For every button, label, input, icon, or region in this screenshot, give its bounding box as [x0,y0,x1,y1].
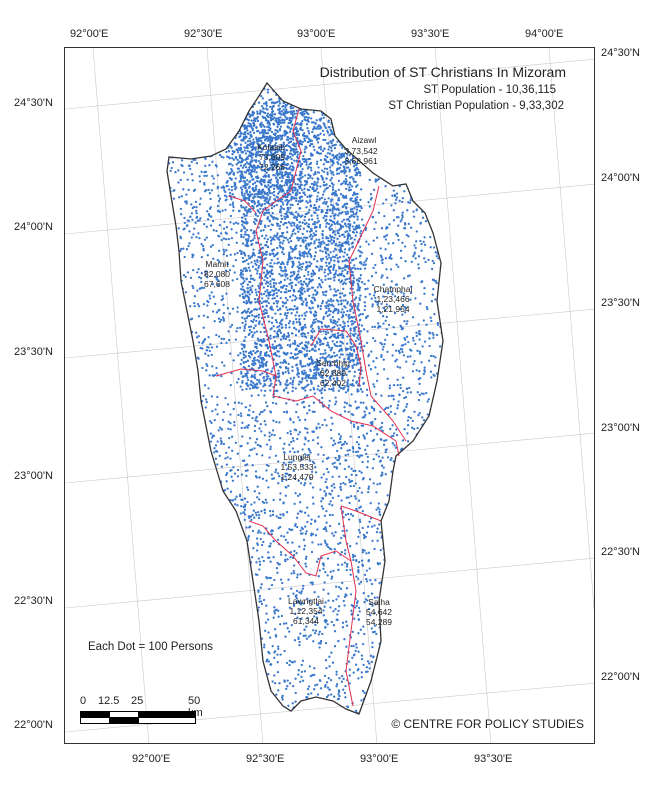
scale-bar: 0 12.5 25 50 km [80,695,203,725]
scale-label: 12.5 [98,695,120,707]
graticule [65,48,594,743]
state-boundary [166,81,444,715]
dot-legend: Each Dot = 100 Persons [88,641,213,653]
district-boundaries [215,108,407,707]
district-label-mamit: Mamit 82,080 67,608 [204,259,230,289]
lon-label-bottom: 93°30'E [474,753,513,765]
st-population-text: ST Population - 10,36,115 [423,84,556,96]
lat-label-left: 23°30'N [14,346,53,358]
lat-label-left: 22°00'N [14,719,53,731]
scale-segment [80,717,110,724]
scale-label: 25 [131,695,144,707]
lon-label-top: 93°30'E [411,28,450,40]
lat-label-left: 22°30'N [14,595,53,607]
lat-label-right: 24°00'N [601,172,640,184]
lat-label-left: 24°30'N [14,97,53,109]
district-label-lawngtlai: Lawngtlai 1,12,354 61,344 [288,596,324,626]
district-label-champhai: Champhai 1,23,466 1,21,954 [374,284,413,314]
lon-label-top: 93°00'E [297,28,336,40]
district-label-serchhip: Serchhip 62,889 62,402 [316,358,350,388]
lon-label-bottom: 92°00'E [132,753,171,765]
lon-label-bottom: 92°30'E [246,753,285,765]
lat-label-left: 23°00'N [14,470,53,482]
lon-label-top: 92°30'E [184,28,223,40]
district-label-kolasib: Kolasib 73,609 72,266 [257,142,285,172]
district-label-lunglei: Lunglei 1,53,533 1,24,479 [280,452,313,482]
map-canvas: Aizawl 3,73,542 3,68,961 Kolasib 73,609 … [65,48,594,743]
credit-text: © CENTRE FOR POLICY STUDIES [391,717,584,731]
lon-label-top: 92°00'E [70,28,109,40]
scale-segment [138,717,196,724]
district-label-saiha: Saiha 54,642 54,289 [366,597,392,627]
lat-label-right: 24°30'N [601,47,640,59]
map-title: Distribution of ST Christians In Mizoram [319,64,566,80]
lat-label-right: 22°00'N [601,671,640,683]
map-frame: Aizawl 3,73,542 3,68,961 Kolasib 73,609 … [64,47,595,744]
lat-label-left: 24°00'N [14,221,53,233]
lat-label-right: 23°30'N [601,297,640,309]
scale-segment [109,717,139,724]
lat-label-right: 22°30'N [601,546,640,558]
district-label-aizawl: Aizawl 3,73,542 3,68,961 [344,135,377,166]
st-christian-population-text: ST Christian Population - 9,33,302 [388,100,564,112]
lat-label-right: 23°00'N [601,422,640,434]
lon-label-bottom: 93°00'E [360,753,399,765]
lon-label-top: 94°00'E [525,28,564,40]
scale-label: 0 [80,695,87,707]
